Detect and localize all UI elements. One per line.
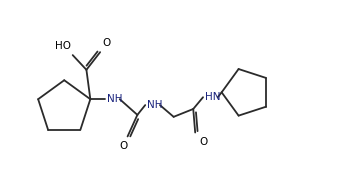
Text: NH: NH	[147, 100, 163, 110]
Text: O: O	[199, 137, 207, 147]
Text: O: O	[102, 38, 110, 48]
Text: HO: HO	[55, 41, 71, 51]
Text: O: O	[119, 141, 128, 151]
Text: HN: HN	[205, 92, 221, 102]
Text: NH: NH	[107, 94, 122, 104]
